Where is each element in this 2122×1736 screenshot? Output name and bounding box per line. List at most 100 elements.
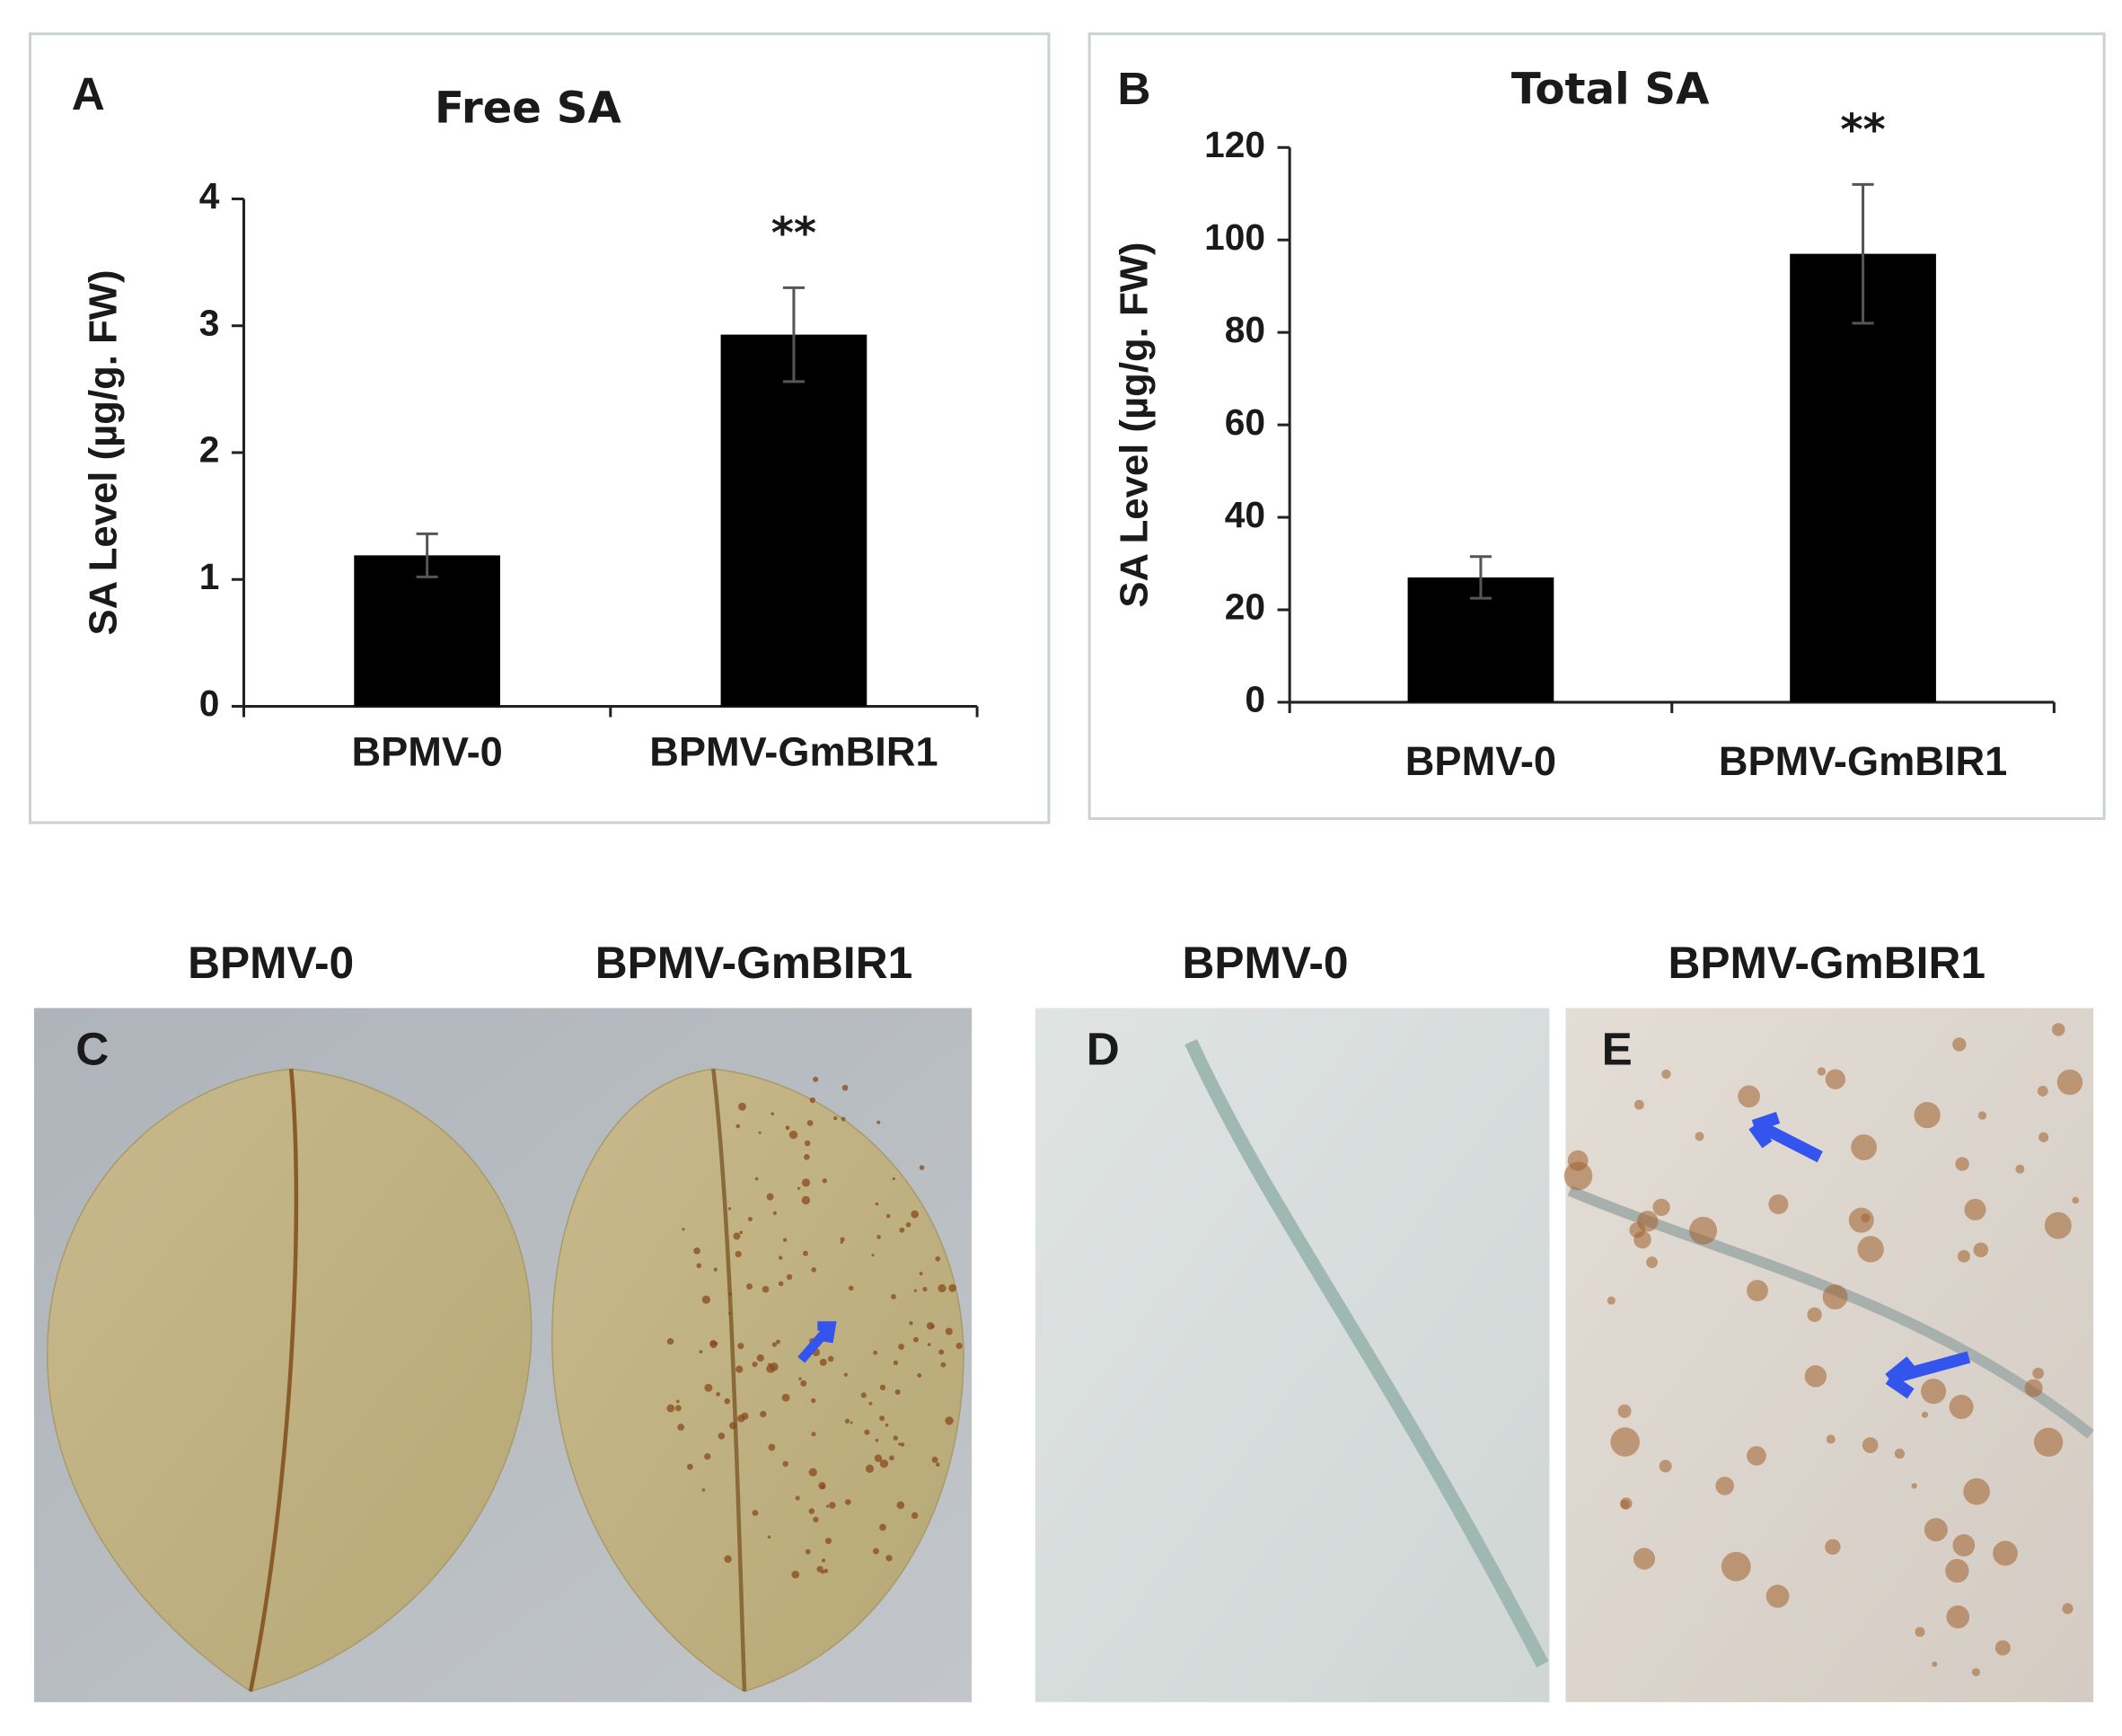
spot [1921,1411,1929,1418]
panel-label: B [1117,63,1150,114]
spot [766,1193,774,1201]
y-tick-label: 4 [199,175,220,216]
spot [1807,1307,1822,1322]
spot [804,1153,810,1160]
stain-spots [1563,1023,2083,1677]
spot [1977,1111,1987,1120]
spot [2072,1196,2080,1204]
spot [900,1442,905,1447]
spot [879,1384,886,1391]
spot [2062,1603,2074,1615]
spot [704,1383,713,1392]
spot [1952,1037,1967,1052]
spot [808,1467,817,1476]
spot [1826,1434,1836,1444]
chart-title: Total SA [1511,64,1710,114]
spot [1715,1476,1734,1495]
spot [865,1464,875,1473]
spot [1695,1132,1704,1141]
spot [713,1267,718,1272]
spot [738,1102,746,1111]
spot [801,1195,811,1205]
panel-label: D [1087,1024,1120,1075]
spot [808,1508,815,1514]
spot [801,1178,811,1187]
spot [795,1495,800,1501]
spot [666,1337,674,1345]
spot [879,1415,885,1422]
y-tick-label: 100 [1204,216,1265,258]
spot [2056,1069,2083,1096]
spot [1851,1134,1877,1160]
spot [809,1097,816,1104]
spot [701,1295,710,1304]
spot [844,1499,851,1505]
spot [798,1377,802,1380]
spot [935,1462,940,1467]
spot [754,1176,759,1181]
spot [898,1442,902,1446]
spot [2044,1212,2072,1239]
spot [955,1342,963,1350]
spot [819,1358,827,1366]
spot [841,1116,846,1122]
spot [806,1120,814,1126]
spot [1964,1198,1986,1220]
spot [1963,1477,1990,1505]
spot [913,1289,917,1292]
spot [1563,1161,1593,1191]
spot [841,1084,849,1091]
leaf [551,1068,964,1693]
spot [786,1273,793,1281]
spot [1747,1280,1768,1301]
spot [802,1250,808,1256]
spot [1924,1518,1948,1542]
spot [752,1510,759,1516]
spot [876,1235,881,1239]
error-bar [1469,555,1492,600]
arrow [797,1321,837,1363]
spot [782,1460,788,1467]
spot [843,1372,848,1377]
spot [874,1454,883,1462]
spot [782,1238,788,1242]
significance: ** [771,208,816,259]
spot [911,1210,920,1219]
spot [898,1344,905,1350]
spot [1646,1256,1658,1268]
spot [1738,1085,1760,1108]
spot [1637,1211,1659,1232]
spot [1946,1605,1970,1629]
spot [885,1213,891,1219]
x-tick-label: BPMV-0 [352,729,503,775]
spot [737,1343,744,1350]
significance: ** [1840,105,1885,155]
spot [1957,1249,1970,1263]
spot [821,1558,826,1563]
spot [823,1568,829,1573]
spot [767,1535,771,1539]
spot [1721,1551,1751,1582]
spot [2037,1086,2048,1097]
spot [1971,1668,1980,1677]
spot [788,1130,798,1140]
photo-header: BPMV-0 [188,938,354,988]
spot [804,1140,811,1147]
spot [1607,1296,1616,1305]
spot [752,1361,758,1368]
spot [2051,1023,2065,1036]
spot [677,1423,685,1432]
spot [762,1285,770,1293]
spot [891,1293,896,1300]
spot [735,1250,742,1258]
spot [864,1429,870,1435]
spot [848,1285,854,1291]
spot [1825,1538,1841,1555]
spot [728,1311,732,1315]
spot [709,1340,717,1346]
spot [885,1423,889,1427]
spot [2032,1367,2044,1379]
spot [912,1336,919,1343]
spot [811,1432,816,1437]
